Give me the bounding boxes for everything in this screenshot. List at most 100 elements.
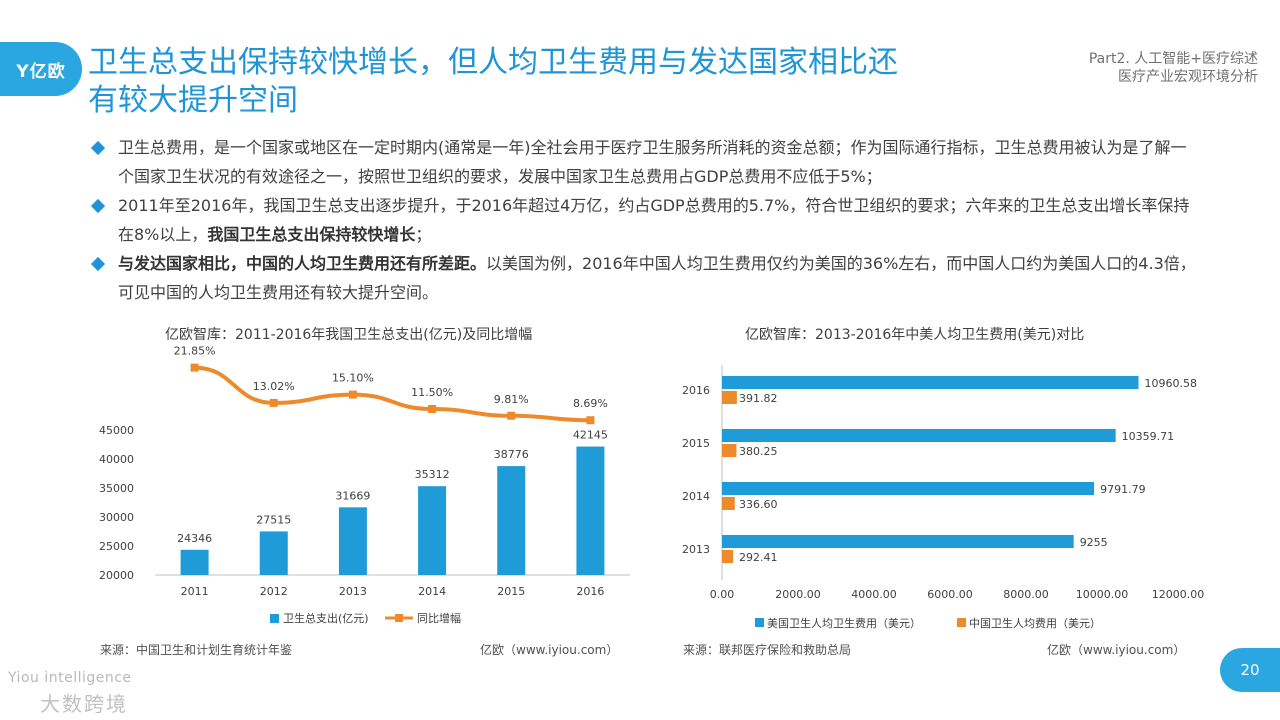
us-bar: [722, 482, 1095, 495]
us-value-label: 10359.71: [1122, 430, 1175, 443]
bullet-emphasis: 我国卫生总支出保持较快增长: [207, 225, 416, 244]
y-tick-label: 45000: [99, 424, 134, 437]
x-tick-label: 10000.00: [1076, 588, 1129, 601]
y-tick-label: 2014: [682, 490, 710, 503]
x-tick-label: 2011: [181, 585, 209, 598]
bullet-list: 卫生总费用，是一个国家或地区在一定时期内(通常是一年)全社会用于医疗卫生服务所消…: [90, 133, 1200, 307]
left-chart-title: 亿欧智库：2011-2016年我国卫生总支出(亿元)及同比增幅: [165, 327, 533, 343]
bullet-item: 2011年至2016年，我国卫生总支出逐步提升，于2016年超过4万亿，约占GD…: [90, 191, 1200, 249]
x-tick-label: 2000.00: [775, 588, 821, 601]
x-tick-label: 6000.00: [927, 588, 973, 601]
china-bar: [722, 444, 737, 457]
china-value-label: 391.82: [739, 392, 778, 405]
x-tick-label: 2016: [576, 585, 604, 598]
us-value-label: 9255: [1080, 536, 1108, 549]
y-tick-label: 2016: [682, 384, 710, 397]
china-bar: [722, 391, 737, 404]
bullet-emphasis: 与发达国家相比，中国的人均卫生费用还有所差距。: [118, 254, 487, 273]
bar-value-label: 42145: [573, 429, 608, 442]
legend-label: 中国卫生人均费用（美元）: [969, 616, 1101, 630]
bar-value-label: 35312: [415, 468, 450, 481]
legend-swatch-bar: [270, 614, 279, 623]
bullet-item: 卫生总费用，是一个国家或地区在一定时期内(通常是一年)全社会用于医疗卫生服务所消…: [90, 133, 1200, 191]
legend-swatch-marker: [395, 614, 403, 622]
y-tick-label: 30000: [99, 511, 134, 524]
left-chart-credit: 亿欧（www.iyiou.com）: [480, 643, 619, 657]
y-tick-label: 20000: [99, 569, 134, 582]
us-bar: [722, 376, 1139, 389]
section-label-line-1: Part2. 人工智能+医疗综述: [1088, 51, 1258, 67]
growth-label: 11.50%: [411, 386, 453, 399]
china-bar: [722, 550, 734, 563]
diamond-bullet-icon: [90, 256, 106, 272]
growth-point: [269, 398, 278, 407]
yiou-logo: Y亿欧: [0, 42, 82, 96]
x-tick-label: 4000.00: [851, 588, 897, 601]
bullet-text-end: ；: [415, 225, 432, 244]
growth-label: 9.81%: [494, 393, 529, 406]
china-bar: [722, 497, 735, 510]
expenditure-bar: [418, 486, 447, 575]
legend-swatch-china: [957, 618, 966, 627]
x-tick-label: 8000.00: [1003, 588, 1049, 601]
page-title: 卫生总支出保持较快增长，但人均卫生费用与发达国家相比还 有较大提升空间: [88, 44, 988, 120]
health-expenditure-chart: 20000 25000 30000 35000 40000 45000 24346 2011 2…: [99, 345, 630, 625]
x-tick-label: 2013: [339, 585, 367, 598]
left-chart-source: 来源：中国卫生和计划生育统计年鉴: [100, 643, 293, 657]
bullet-text: 卫生总费用，是一个国家或地区在一定时期内(通常是一年)全社会用于医疗卫生服务所消…: [118, 138, 1187, 186]
growth-point: [190, 363, 199, 372]
china-value-label: 292.41: [739, 551, 778, 564]
bullet-item: 与发达国家相比，中国的人均卫生费用还有所差距。以美国为例，2016年中国人均卫生…: [90, 249, 1200, 307]
title-line-2: 有较大提升空间: [88, 83, 298, 118]
page-number: 20: [1220, 648, 1280, 692]
right-chart-title: 亿欧智库：2013-2016年中美人均卫生费用(美元)对比: [745, 327, 1085, 343]
expenditure-bar: [497, 466, 526, 575]
legend-label: 卫生总支出(亿元): [283, 611, 369, 625]
x-tick-label: 2015: [497, 585, 525, 598]
y-tick-label: 25000: [99, 540, 134, 553]
expenditure-bar: [259, 531, 288, 575]
china-value-label: 336.60: [739, 498, 778, 511]
expenditure-bar: [576, 446, 605, 575]
x-tick-label: 2012: [260, 585, 288, 598]
per-capita-comparison-chart: 2016 10960.58 391.82 2015 10359.71 380.25 2014…: [682, 365, 1205, 630]
legend-label: 美国卫生人均卫生费用（美元）: [767, 616, 921, 630]
x-tick-label: 12000.00: [1152, 588, 1205, 601]
right-chart-source: 来源：联邦医疗保险和救助总局: [683, 643, 852, 657]
growth-point: [428, 405, 437, 413]
us-value-label: 10960.58: [1145, 377, 1198, 390]
bar-value-label: 24346: [177, 532, 212, 545]
section-label-line-2: 医疗产业宏观环境分析: [1118, 69, 1258, 85]
y-tick-label: 2013: [682, 543, 710, 556]
bullet-text: 2011年至2016年，我国卫生总支出逐步提升，于2016年超过4万亿，约占GD…: [118, 196, 1190, 244]
x-tick-label: 2014: [418, 585, 446, 598]
growth-label: 15.10%: [332, 372, 374, 385]
bullet-text: 以美国为例，2016年中国人均卫生费用仅约为美国的36%左右，而中国人口约为美国…: [118, 254, 1196, 302]
diamond-bullet-icon: [90, 140, 106, 156]
growth-line: [194, 365, 591, 423]
y-tick-label: 40000: [99, 453, 134, 466]
bar-value-label: 31669: [335, 489, 370, 502]
logo-text: Y亿欧: [16, 61, 66, 82]
y-tick-label: 35000: [99, 482, 134, 495]
bar-value-label: 38776: [494, 448, 529, 461]
bar-value-label: 27515: [256, 513, 291, 526]
section-label: Part2. 人工智能+医疗综述 医疗产业宏观环境分析: [1089, 50, 1258, 86]
watermark-text: Yiou intelligence: [8, 670, 132, 686]
diamond-bullet-icon: [90, 198, 106, 214]
growth-label: 21.85%: [174, 345, 216, 358]
china-value-label: 380.25: [739, 445, 778, 458]
growth-point: [348, 390, 357, 399]
legend-swatch-us: [755, 618, 764, 627]
y-tick-label: 2015: [682, 437, 710, 450]
expenditure-bar: [338, 507, 367, 575]
us-value-label: 9791.79: [1100, 483, 1146, 496]
growth-label: 13.02%: [253, 380, 295, 393]
us-bar: [722, 535, 1074, 548]
expenditure-bar: [180, 549, 209, 575]
watermark-logo-text: 大数跨境: [40, 692, 128, 716]
growth-point: [586, 416, 595, 425]
title-line-1: 卫生总支出保持较快增长，但人均卫生费用与发达国家相比还: [88, 45, 898, 80]
right-chart-credit: 亿欧（www.iyiou.com）: [1047, 643, 1186, 657]
us-bar: [722, 429, 1116, 442]
